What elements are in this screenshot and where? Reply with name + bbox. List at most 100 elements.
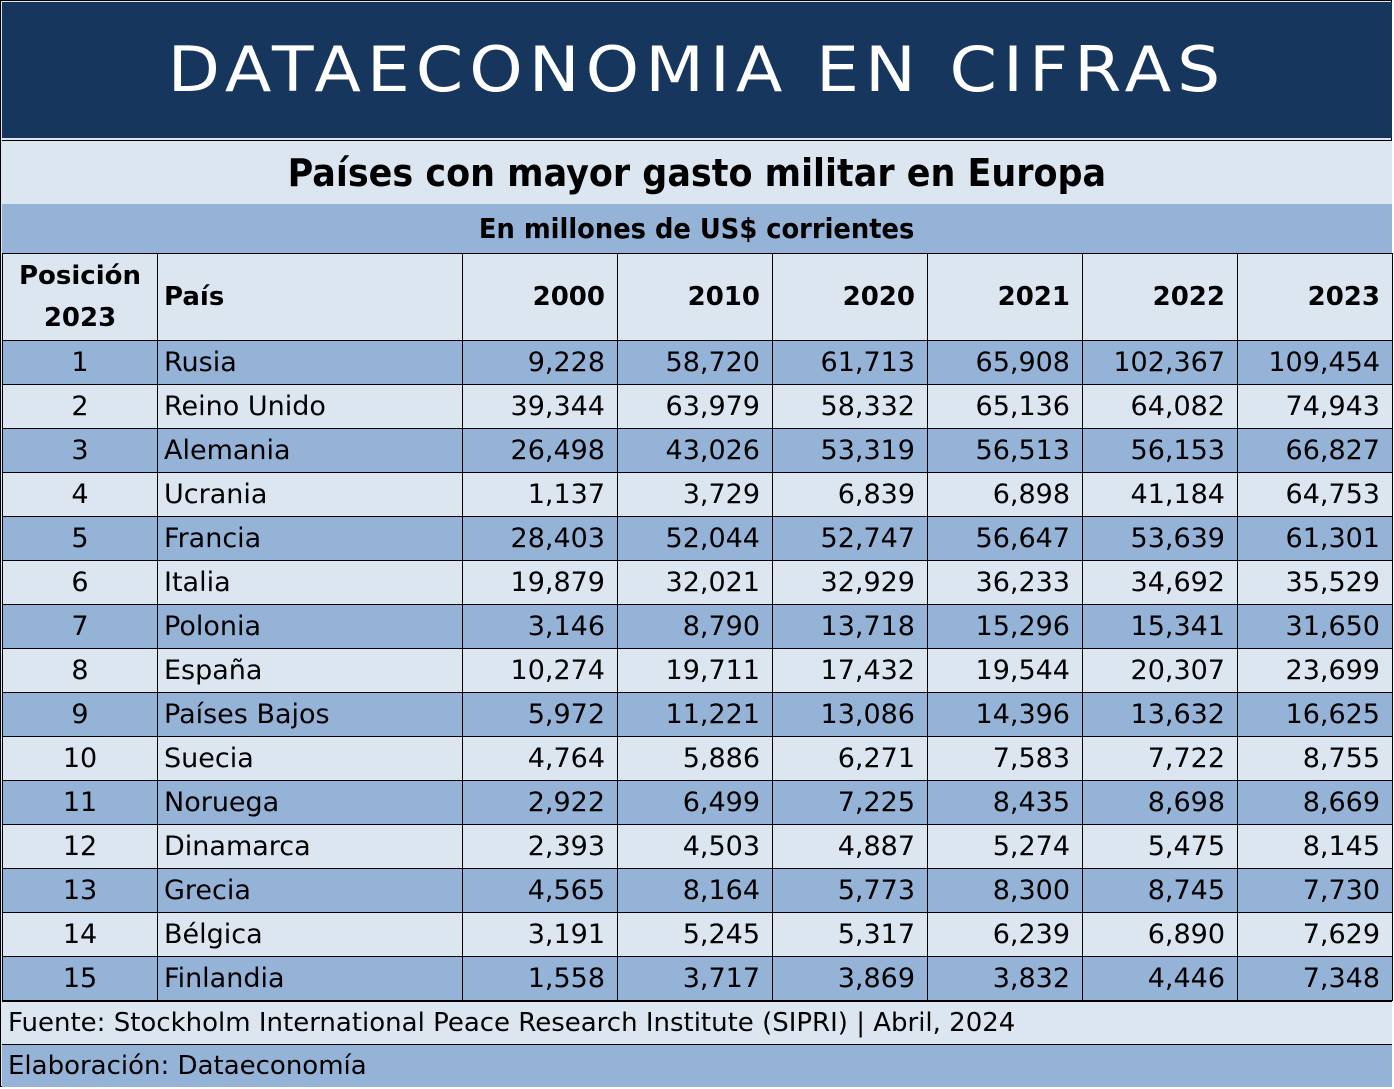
- cell-2010: 3,717: [617, 956, 773, 1001]
- cell-2022: 7,722: [1082, 736, 1238, 781]
- cell-2022: 56,153: [1082, 428, 1238, 473]
- cell-2000: 3,191: [462, 912, 618, 957]
- table-body: 1 Rusia 9,228 58,720 61,713 65,908 102,367 109,…: [2, 340, 1393, 1001]
- cell-2021: 8,300: [927, 868, 1083, 913]
- cell-2022: 8,745: [1082, 868, 1238, 913]
- cell-2023: 109,454: [1237, 340, 1393, 385]
- cell-2022: 13,632: [1082, 692, 1238, 737]
- cell-2010: 52,044: [617, 516, 773, 561]
- subtitle-row: En millones de US$ corrientes: [2, 204, 1392, 254]
- cell-2022: 20,307: [1082, 648, 1238, 693]
- cell-country: Dinamarca: [157, 824, 463, 869]
- cell-2000: 1,558: [462, 956, 618, 1001]
- table-row: 7 Polonia 3,146 8,790 13,718 15,296 15,341 31,6…: [2, 604, 1393, 649]
- cell-position: 10: [2, 736, 158, 781]
- cell-country: Alemania: [157, 428, 463, 473]
- cell-2021: 65,136: [927, 384, 1083, 429]
- cell-2022: 6,890: [1082, 912, 1238, 957]
- table-row: 14 Bélgica 3,191 5,245 5,317 6,239 6,890 7,629: [2, 912, 1393, 957]
- cell-2000: 19,879: [462, 560, 618, 605]
- table-row: 12 Dinamarca 2,393 4,503 4,887 5,274 5,475 8,14…: [2, 824, 1393, 869]
- cell-country: Bélgica: [157, 912, 463, 957]
- table-row: 9 Países Bajos 5,972 11,221 13,086 14,396 13,6…: [2, 692, 1393, 737]
- cell-2010: 32,021: [617, 560, 773, 605]
- brand-title: DATAECONOMIA EN CIFRAS: [167, 33, 1227, 107]
- header-2023: 2023: [1237, 253, 1393, 341]
- cell-2020: 7,225: [772, 780, 928, 825]
- cell-position: 7: [2, 604, 158, 649]
- brand-banner: DATAECONOMIA EN CIFRAS: [2, 2, 1392, 138]
- table-header-row: Posición 2023 País 2000 2010 2020 2021 20…: [2, 253, 1393, 341]
- cell-position: 4: [2, 472, 158, 517]
- cell-2000: 4,565: [462, 868, 618, 913]
- cell-2000: 9,228: [462, 340, 618, 385]
- cell-2021: 36,233: [927, 560, 1083, 605]
- cell-2021: 3,832: [927, 956, 1083, 1001]
- cell-2000: 1,137: [462, 472, 618, 517]
- cell-2023: 8,145: [1237, 824, 1393, 869]
- cell-2000: 2,393: [462, 824, 618, 869]
- table-row: 6 Italia 19,879 32,021 32,929 36,233 34,692 35,…: [2, 560, 1393, 605]
- cell-2000: 26,498: [462, 428, 618, 473]
- header-2010: 2010: [617, 253, 773, 341]
- cell-2021: 14,396: [927, 692, 1083, 737]
- page-subtitle: En millones de US$ corrientes: [479, 212, 915, 245]
- source-row: Fuente: Stockholm International Peace Re…: [2, 1001, 1392, 1045]
- cell-country: Noruega: [157, 780, 463, 825]
- cell-2020: 3,869: [772, 956, 928, 1001]
- cell-2000: 10,274: [462, 648, 618, 693]
- table-row: 1 Rusia 9,228 58,720 61,713 65,908 102,367 109,…: [2, 340, 1393, 385]
- cell-2020: 13,086: [772, 692, 928, 737]
- header-2000: 2000: [462, 253, 618, 341]
- cell-2023: 16,625: [1237, 692, 1393, 737]
- cell-2023: 7,629: [1237, 912, 1393, 957]
- cell-2021: 65,908: [927, 340, 1083, 385]
- cell-2022: 102,367: [1082, 340, 1238, 385]
- cell-2010: 6,499: [617, 780, 773, 825]
- cell-2000: 39,344: [462, 384, 618, 429]
- cell-2023: 7,730: [1237, 868, 1393, 913]
- cell-2000: 3,146: [462, 604, 618, 649]
- cell-2020: 61,713: [772, 340, 928, 385]
- cell-2020: 17,432: [772, 648, 928, 693]
- table-row: 15 Finlandia 1,558 3,717 3,869 3,832 4,446 7,34…: [2, 956, 1393, 1001]
- cell-2022: 53,639: [1082, 516, 1238, 561]
- header-position-line1: Posición: [18, 261, 141, 291]
- header-2022: 2022: [1082, 253, 1238, 341]
- cell-2020: 5,773: [772, 868, 928, 913]
- cell-2020: 32,929: [772, 560, 928, 605]
- credit-row: Elaboración: Dataeconomía: [2, 1045, 1392, 1087]
- cell-2022: 64,082: [1082, 384, 1238, 429]
- credit-note: Elaboración: Dataeconomía: [8, 1051, 367, 1081]
- cell-position: 15: [2, 956, 158, 1001]
- header-country: País: [157, 253, 463, 341]
- header-position-line2: 2023: [43, 303, 117, 333]
- cell-2023: 66,827: [1237, 428, 1393, 473]
- cell-2010: 4,503: [617, 824, 773, 869]
- cell-position: 1: [2, 340, 158, 385]
- cell-position: 13: [2, 868, 158, 913]
- cell-position: 6: [2, 560, 158, 605]
- cell-2022: 34,692: [1082, 560, 1238, 605]
- cell-2021: 6,898: [927, 472, 1083, 517]
- cell-2020: 52,747: [772, 516, 928, 561]
- table-row: 2 Reino Unido 39,344 63,979 58,332 65,136 64,0…: [2, 384, 1393, 429]
- cell-2023: 8,669: [1237, 780, 1393, 825]
- cell-country: Italia: [157, 560, 463, 605]
- cell-position: 12: [2, 824, 158, 869]
- cell-2010: 3,729: [617, 472, 773, 517]
- cell-country: Polonia: [157, 604, 463, 649]
- cell-country: España: [157, 648, 463, 693]
- table-row: 8 España 10,274 19,711 17,432 19,544 20,307 23,…: [2, 648, 1393, 693]
- table-row: 13 Grecia 4,565 8,164 5,773 8,300 8,745 7,730: [2, 868, 1393, 913]
- cell-country: Rusia: [157, 340, 463, 385]
- cell-2020: 4,887: [772, 824, 928, 869]
- cell-2020: 5,317: [772, 912, 928, 957]
- cell-2000: 2,922: [462, 780, 618, 825]
- cell-2020: 6,271: [772, 736, 928, 781]
- cell-position: 8: [2, 648, 158, 693]
- cell-country: Países Bajos: [157, 692, 463, 737]
- cell-2000: 5,972: [462, 692, 618, 737]
- cell-2020: 58,332: [772, 384, 928, 429]
